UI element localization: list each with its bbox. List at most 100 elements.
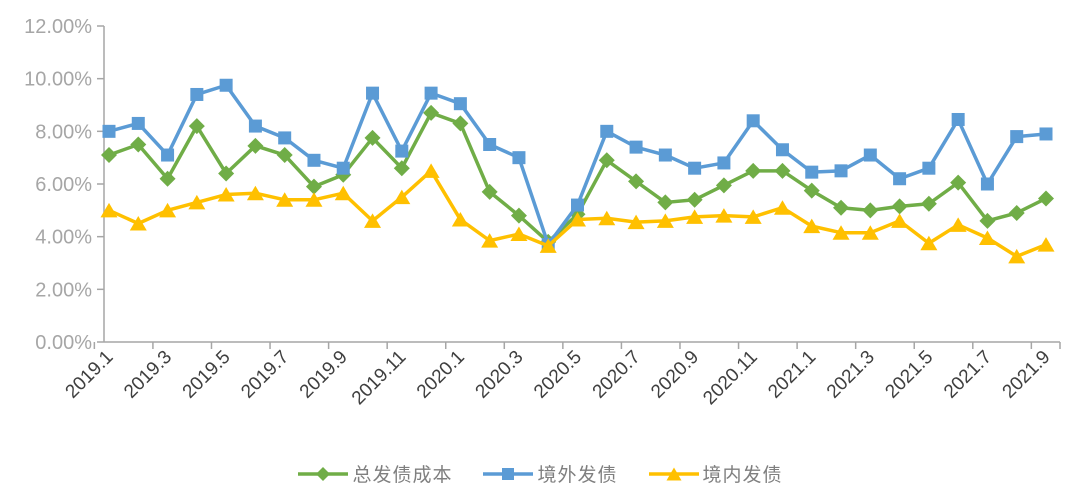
marker-square [688, 161, 702, 175]
marker-diamond [715, 177, 732, 194]
marker-triangle [920, 235, 938, 251]
y-axis-label: 8.00% [35, 121, 92, 143]
marker-triangle [715, 208, 733, 223]
x-axis-label: 2019.9 [296, 347, 352, 403]
marker-diamond [628, 173, 645, 190]
marker-square [834, 164, 848, 178]
y-axis-label: 12.00% [24, 16, 92, 38]
legend-swatch-diamond-icon [298, 466, 349, 481]
marker-diamond [188, 118, 205, 135]
x-axis-label: 2020.7 [589, 347, 645, 403]
marker-square [746, 114, 760, 128]
marker-square [336, 161, 350, 175]
marker-square [805, 165, 819, 179]
marker-triangle [773, 200, 791, 215]
marker-triangle [246, 185, 264, 201]
marker-diamond [862, 202, 879, 219]
marker-diamond [393, 160, 410, 177]
marker-triangle [422, 163, 440, 178]
marker-diamond [979, 212, 996, 229]
x-axis-label: 2021.5 [881, 347, 937, 403]
marker-square [219, 78, 233, 92]
marker-diamond [130, 136, 147, 153]
marker-triangle [569, 212, 586, 227]
marker-square [863, 148, 877, 162]
marker-diamond [247, 137, 264, 154]
marker-diamond [657, 194, 674, 211]
marker-diamond [510, 207, 527, 224]
marker-triangle [305, 192, 323, 207]
marker-diamond [423, 104, 440, 121]
marker-triangle [978, 230, 996, 245]
marker-square [775, 143, 789, 157]
marker-square [190, 87, 204, 101]
legend-item-total-issuance-cost: 总发债成本 [297, 460, 452, 487]
marker-square [248, 119, 262, 133]
legend-label-offshore-bond-issuance: 境外发债 [537, 465, 618, 486]
x-axis-label: 2020.1 [413, 347, 469, 403]
marker-square [278, 131, 292, 145]
legend-item-onshore-bond-issuance: 境内发债 [648, 460, 783, 487]
marker-square [366, 86, 380, 100]
x-axis-label: 2019.11 [348, 347, 410, 409]
x-axis-label: 2021.3 [823, 347, 879, 403]
x-axis-label: 2020.3 [472, 347, 528, 403]
marker-triangle [1037, 237, 1055, 252]
marker-triangle [891, 213, 909, 228]
x-axis-label: 2019.1 [62, 347, 118, 403]
x-axis-label: 2019.7 [237, 347, 293, 403]
marker-square [307, 153, 321, 167]
y-axis-label: 0.00% [35, 332, 92, 354]
marker-triangle [100, 202, 118, 218]
marker-square [453, 97, 467, 111]
marker-triangle [832, 225, 850, 240]
marker-diamond [159, 170, 176, 187]
marker-triangle [861, 225, 879, 240]
marker-square [893, 172, 907, 186]
x-axis-label: 2020.5 [530, 347, 586, 403]
marker-square [717, 156, 731, 170]
chart-legend: 总发债成本 境外发债 境内发债 [0, 460, 1080, 487]
marker-triangle [949, 217, 967, 232]
legend-swatch-triangle-icon [648, 467, 699, 480]
marker-diamond [364, 129, 381, 146]
marker-diamond [276, 147, 293, 164]
marker-diamond [803, 182, 820, 199]
marker-square [951, 112, 965, 126]
marker-triangle [539, 238, 557, 253]
marker-triangle [159, 202, 177, 218]
marker-triangle [334, 185, 352, 201]
marker-diamond [598, 152, 615, 169]
y-axis-label: 10.00% [24, 69, 92, 91]
marker-square [102, 124, 116, 138]
marker-diamond [1008, 204, 1025, 221]
marker-triangle [656, 213, 674, 228]
marker-square [424, 86, 438, 100]
marker-square [395, 144, 409, 158]
marker-triangle [686, 209, 704, 224]
marker-triangle [510, 226, 528, 242]
marker-triangle [451, 212, 469, 227]
marker-triangle [188, 194, 206, 210]
marker-square [980, 177, 994, 191]
x-axis-label: 2020.9 [647, 347, 703, 403]
marker-diamond [686, 191, 703, 208]
marker-diamond [218, 165, 235, 182]
marker-diamond [833, 199, 850, 216]
marker-diamond [305, 178, 322, 195]
legend-label-total-issuance-cost: 总发债成本 [352, 465, 453, 486]
y-axis-label: 6.00% [35, 174, 92, 196]
marker-square [131, 116, 145, 130]
x-axis-label: 2020.11 [699, 347, 761, 409]
marker-triangle [364, 213, 382, 228]
line-chart-svg: 0.00% 2.00% 4.00% 6.00% 8.00% 10.00% 12.00% 201… [24, 16, 1061, 409]
legend-label-onshore-bond-issuance: 境内发债 [702, 465, 783, 486]
marker-diamond [1038, 190, 1054, 207]
marker-triangle [129, 216, 147, 231]
marker-triangle [803, 218, 821, 234]
marker-diamond [774, 162, 791, 179]
marker-diamond [920, 195, 937, 212]
marker-square [483, 138, 497, 151]
marker-square [600, 124, 614, 138]
marker-square [512, 151, 526, 165]
